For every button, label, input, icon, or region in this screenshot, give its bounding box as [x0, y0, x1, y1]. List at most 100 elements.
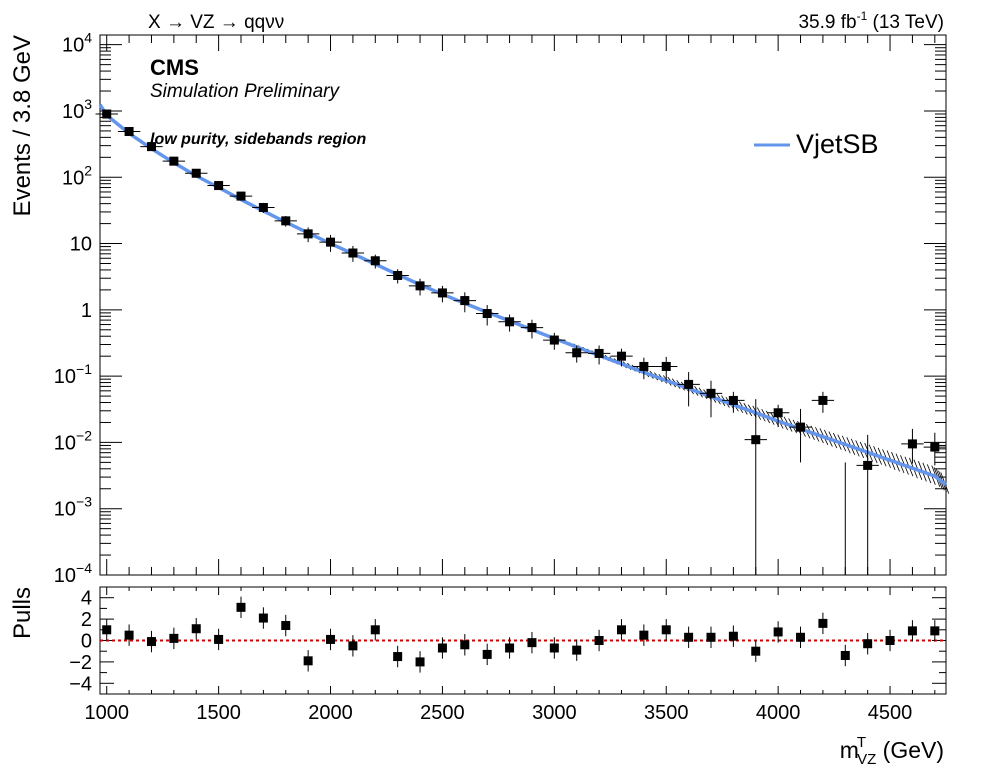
- data-point: [610, 348, 633, 367]
- tick-base: 10: [54, 499, 76, 521]
- pulls-data-points: [102, 596, 940, 673]
- pull-marker: [863, 639, 873, 649]
- tick-base: 10: [62, 101, 84, 123]
- marker: [863, 460, 873, 470]
- marker: [728, 395, 738, 405]
- data-point: [677, 372, 700, 407]
- data-point: [319, 234, 342, 252]
- pull-point: [930, 620, 940, 642]
- data-point: [811, 391, 835, 413]
- pulls-y-tick-label: 4: [81, 588, 92, 610]
- x-tick-label: 2000: [308, 702, 353, 724]
- marker: [303, 229, 313, 239]
- data-point: [364, 254, 387, 269]
- data-point: [766, 404, 790, 428]
- pull-marker: [326, 634, 336, 644]
- marker: [415, 281, 425, 291]
- pull-marker: [460, 640, 470, 650]
- x-tick-label: 3500: [644, 702, 689, 724]
- pull-marker: [930, 626, 940, 636]
- pull-point: [303, 650, 313, 672]
- pull-point: [370, 619, 380, 641]
- marker: [661, 361, 671, 371]
- pull-point: [258, 607, 268, 629]
- x-tick-label: 4000: [756, 702, 801, 724]
- data-point: [744, 399, 767, 575]
- x-axis-label-sup: T: [857, 734, 866, 751]
- pull-marker: [482, 649, 492, 659]
- pull-point: [124, 624, 134, 646]
- x-tick-label: 2500: [420, 702, 465, 724]
- pull-point: [460, 634, 470, 656]
- pull-point: [751, 640, 761, 662]
- luminosity-label: 35.9 fb-1 (13 TeV): [798, 9, 944, 33]
- pull-marker: [437, 643, 447, 653]
- tick-exponent: −3: [76, 494, 92, 510]
- marker: [527, 323, 537, 333]
- pull-point: [393, 645, 403, 668]
- marker: [751, 435, 761, 445]
- main-plot-frame: [99, 34, 947, 576]
- pull-point: [326, 628, 336, 651]
- pull-marker: [840, 650, 850, 660]
- tick-base: 10: [54, 432, 76, 454]
- pull-marker: [751, 646, 761, 656]
- main-y-tick-label: 10: [70, 234, 92, 256]
- pull-point: [773, 621, 783, 643]
- pull-marker: [169, 633, 179, 643]
- lumi-main: 35.9 fb: [798, 12, 856, 33]
- lumi-energy: (13 TeV): [873, 12, 944, 33]
- pull-marker: [527, 638, 537, 648]
- pull-marker: [258, 613, 268, 623]
- x-axis-label-sub: VZ: [857, 751, 876, 768]
- data-point: [386, 269, 409, 284]
- pull-marker: [639, 630, 649, 640]
- x-tick-label: 1500: [196, 702, 241, 724]
- cms-sublabel: Simulation Preliminary: [150, 81, 341, 102]
- data-point: [632, 357, 656, 380]
- tick-base: 10: [54, 565, 76, 587]
- data-point: [543, 332, 566, 350]
- pull-marker: [393, 652, 403, 662]
- pull-marker: [214, 634, 224, 644]
- data-point: [341, 245, 365, 262]
- data-point: [252, 202, 275, 213]
- data-point: [520, 319, 544, 339]
- pull-marker: [303, 656, 313, 666]
- pull-marker: [796, 632, 806, 642]
- pull-point: [907, 620, 917, 642]
- data-point: [207, 181, 230, 191]
- pull-marker: [616, 625, 626, 635]
- pull-point: [639, 624, 649, 646]
- main-y-axis-label: Events / 3.8 GeV: [9, 35, 36, 216]
- pull-point: [281, 614, 291, 637]
- pull-marker: [348, 641, 358, 651]
- x-axis-label: mT VZ (GeV): [840, 734, 944, 768]
- marker: [281, 216, 291, 226]
- pull-point: [437, 637, 447, 659]
- main-y-tick-label: 104: [62, 30, 92, 57]
- pull-point: [191, 618, 201, 640]
- data-point: [453, 292, 476, 313]
- pull-point: [236, 596, 246, 619]
- main-y-tick-label: 10−1: [54, 361, 92, 388]
- pull-point: [796, 626, 806, 648]
- pull-marker: [818, 618, 828, 628]
- marker: [102, 109, 112, 119]
- data-point: [476, 305, 499, 326]
- pulls-y-axis-label: Pulls: [9, 587, 36, 639]
- data-point: [162, 156, 186, 166]
- pull-marker: [191, 624, 201, 634]
- pull-point: [572, 639, 582, 661]
- x-tick-labels: 1000 1500 2000 2500 3000 3500 4000 4500: [84, 702, 912, 724]
- tick-exponent: 4: [84, 30, 92, 46]
- data-point: [140, 142, 163, 152]
- pull-marker: [505, 643, 515, 653]
- pull-point: [616, 619, 626, 641]
- data-point: [229, 191, 253, 201]
- main-y-tick-label: 1: [81, 300, 92, 322]
- pull-point: [706, 626, 716, 648]
- marker: [326, 237, 336, 247]
- data-point: [117, 127, 141, 137]
